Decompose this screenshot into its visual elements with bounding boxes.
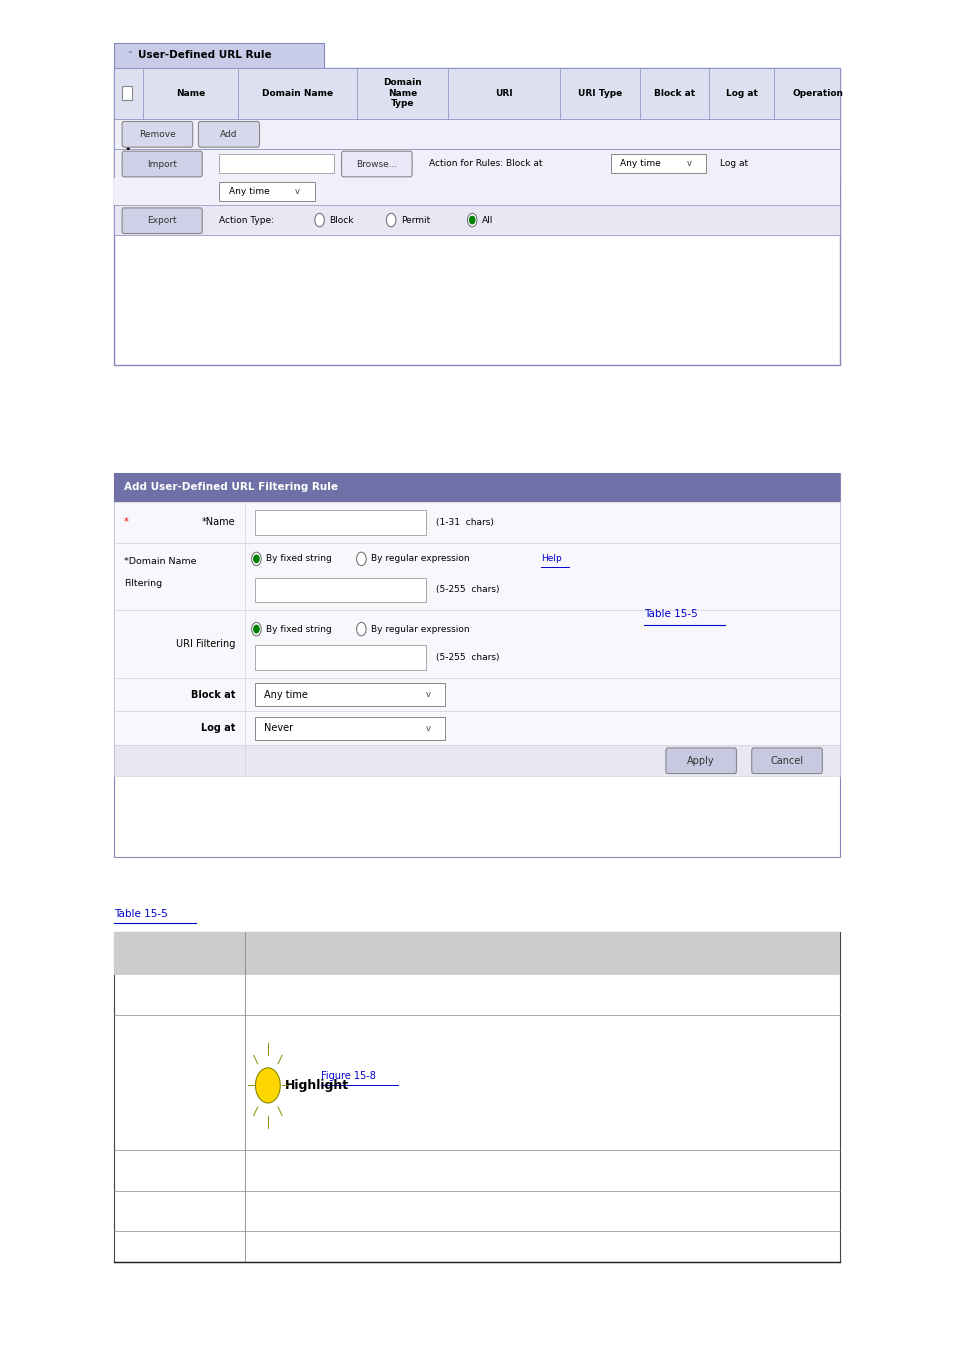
Bar [122,86,132,100]
Bar [219,182,314,201]
Text: v: v [425,724,430,733]
Text: Action for Rules: Block at: Action for Rules: Block at [429,159,542,167]
Circle shape [356,552,366,566]
Text: User-Defined URL Rule: User-Defined URL Rule [138,50,272,61]
Circle shape [253,625,259,633]
Text: Any time: Any time [264,690,308,699]
Text: By regular expression: By regular expression [371,625,469,633]
Text: By fixed string: By fixed string [266,625,332,633]
Circle shape [356,622,366,636]
Text: Any time: Any time [619,159,660,167]
Circle shape [255,1068,280,1103]
Text: By regular expression: By regular expression [371,555,469,563]
Bar [114,502,839,543]
Text: By fixed string: By fixed string [266,555,332,563]
Bar [114,43,324,68]
Bar [254,645,426,670]
Bar [114,119,839,148]
Text: v: v [685,159,691,167]
Text: Domain
Name
Type: Domain Name Type [383,78,421,108]
Bar [114,711,839,745]
Bar [610,154,705,173]
Circle shape [252,622,261,636]
Text: (5-255  chars): (5-255 chars) [436,653,498,662]
Text: Action Type:: Action Type: [219,216,274,224]
Text: Permit: Permit [400,216,430,224]
Bar [114,472,839,502]
Bar [114,610,839,678]
Bar [114,931,839,1262]
Text: Help: Help [540,555,561,563]
FancyBboxPatch shape [122,208,202,234]
Circle shape [253,555,259,563]
Bar [114,68,839,365]
Bar [219,154,334,173]
Bar [254,510,426,535]
Bar [114,205,839,235]
Text: Import: Import [147,159,177,169]
Text: Log at: Log at [201,724,235,733]
Text: Name: Name [175,89,205,97]
Text: Log at: Log at [720,159,747,167]
Text: Block: Block [329,216,354,224]
Bar [114,178,839,205]
Text: Export: Export [147,216,177,225]
Text: Remove: Remove [139,130,175,139]
Bar [254,717,445,740]
Bar [114,68,839,119]
Text: Highlight: Highlight [285,1079,349,1092]
Text: Browse...: Browse... [355,159,397,169]
Text: Domain Name: Domain Name [262,89,333,97]
Circle shape [386,213,395,227]
Text: Filtering: Filtering [124,579,162,587]
Text: URI Type: URI Type [578,89,621,97]
FancyBboxPatch shape [122,151,202,177]
FancyBboxPatch shape [665,748,736,774]
Text: v: v [294,188,300,196]
Circle shape [314,213,324,227]
Text: URI Filtering: URI Filtering [176,639,235,649]
Text: Add: Add [220,130,237,139]
Bar [114,931,839,975]
FancyBboxPatch shape [122,122,193,147]
Text: Add User-Defined URL Filtering Rule: Add User-Defined URL Filtering Rule [124,482,337,493]
Text: *Domain Name: *Domain Name [124,558,196,566]
Text: (5-255  chars): (5-255 chars) [436,586,498,594]
Bar [254,683,445,706]
Text: *: * [124,517,129,528]
Text: Operation: Operation [791,89,842,97]
Bar [254,578,426,602]
Text: URI: URI [495,89,513,97]
Text: Figure 15-8: Figure 15-8 [321,1071,375,1081]
Text: Never: Never [264,724,293,733]
FancyBboxPatch shape [198,122,259,147]
Text: Block at: Block at [191,690,235,699]
FancyBboxPatch shape [751,748,821,774]
Circle shape [469,216,475,224]
Bar [114,543,839,610]
Text: v: v [425,690,430,699]
Text: Log at: Log at [725,89,757,97]
FancyBboxPatch shape [341,151,412,177]
Text: Apply: Apply [687,756,714,765]
Bar [114,472,839,857]
Text: •: • [124,143,131,154]
Text: ⌃: ⌃ [126,51,132,59]
Text: All: All [481,216,493,224]
Text: Any time: Any time [229,188,270,196]
Text: Table 15-5: Table 15-5 [114,909,168,919]
Text: *Name: *Name [202,517,235,528]
Bar [114,148,839,178]
Text: Table 15-5: Table 15-5 [643,609,697,620]
Circle shape [252,552,261,566]
Text: Cancel: Cancel [770,756,802,765]
Text: (1-31  chars): (1-31 chars) [436,518,493,526]
Text: Block at: Block at [654,89,695,97]
Bar [114,745,839,776]
Bar [114,678,839,711]
Circle shape [467,213,476,227]
